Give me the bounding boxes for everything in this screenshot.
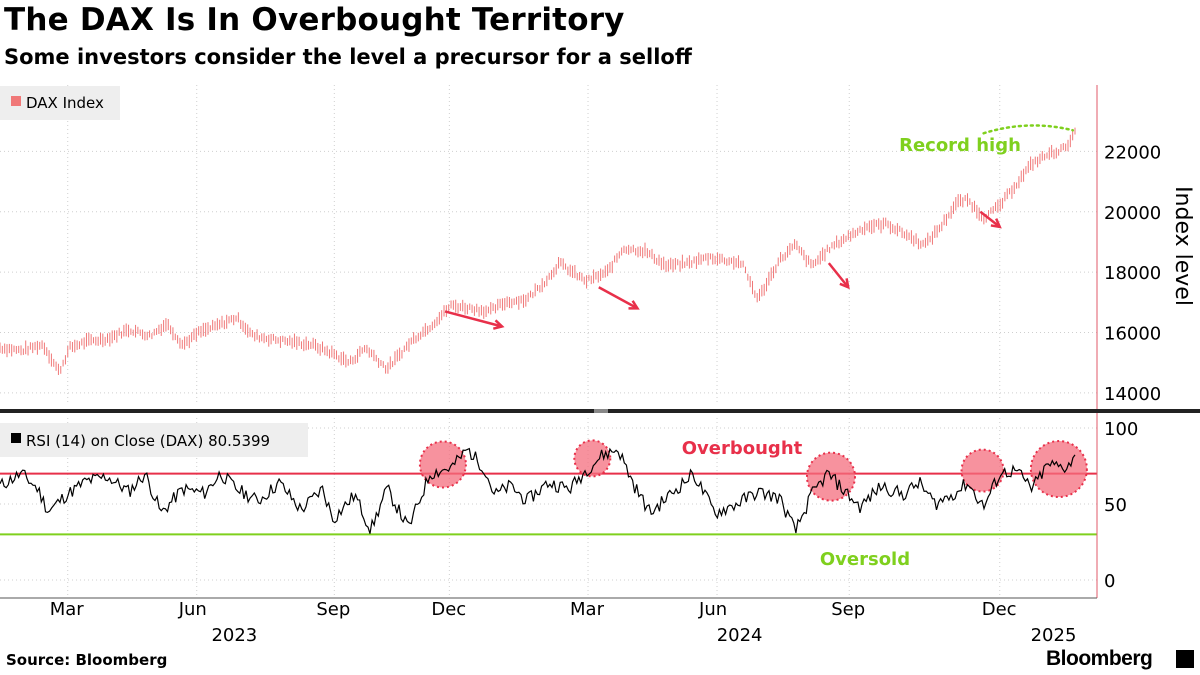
top-y-tick-20000: 20000 xyxy=(1104,203,1161,224)
overbought-circle-4 xyxy=(1029,440,1088,499)
rsi-legend-label: RSI (14) on Close (DAX) 80.5399 xyxy=(26,432,270,450)
year-label-2025: 2025 xyxy=(1031,625,1077,646)
decline-arrow-3 xyxy=(979,210,1001,228)
x-tick-6: Sep xyxy=(831,599,865,620)
chart-subtitle: Some investors consider the level a prec… xyxy=(4,45,692,69)
decline-arrow-1 xyxy=(598,286,639,310)
decline-arrow-0 xyxy=(444,310,503,328)
overbought-circle-1 xyxy=(573,439,612,478)
x-tick-7: Dec xyxy=(982,599,1017,620)
price-legend-swatch xyxy=(11,96,21,106)
decline-arrowhead-2 xyxy=(839,278,850,290)
brand-logo-text: Bloomberg xyxy=(1046,647,1153,670)
bloomberg-terminal-icon xyxy=(1176,650,1194,668)
year-labels: 2023 2024 2025 xyxy=(211,625,1076,646)
x-tick-5: Jun xyxy=(698,599,727,620)
bottom-y-tick-labels: 0 50 100 xyxy=(1104,419,1138,592)
bottom-y-tick-0: 0 xyxy=(1104,571,1115,592)
source-note: Source: Bloomberg xyxy=(6,651,168,669)
x-tick-1: Jun xyxy=(178,599,207,620)
x-tick-0: Mar xyxy=(50,599,85,620)
year-label-2023: 2023 xyxy=(211,625,257,646)
decline-arrowhead-1 xyxy=(628,300,640,310)
top-gridlines xyxy=(0,85,1097,405)
bottom-gridlines xyxy=(0,418,1097,598)
x-tick-3: Dec xyxy=(431,599,466,620)
record-high-label: Record high xyxy=(899,135,1021,156)
panel-resize-handle[interactable] xyxy=(594,409,608,413)
overbought-circle-0 xyxy=(418,440,467,489)
bottom-y-tick-100: 100 xyxy=(1104,419,1138,440)
oversold-label: Oversold xyxy=(820,549,910,570)
decline-arrowhead-0 xyxy=(492,319,505,330)
bottom-y-tick-50: 50 xyxy=(1104,495,1127,516)
price-legend[interactable]: DAX Index xyxy=(0,86,120,120)
record-high-arc xyxy=(982,124,1075,135)
top-y-tick-16000: 16000 xyxy=(1104,324,1161,345)
top-y-tick-14000: 14000 xyxy=(1104,384,1161,405)
dax-price-series xyxy=(0,127,1076,375)
x-tick-4: Mar xyxy=(570,599,605,620)
x-tick-2: Sep xyxy=(316,599,350,620)
top-y-tick-22000: 22000 xyxy=(1104,142,1161,163)
rsi-series-line xyxy=(0,447,1076,534)
top-y-tick-labels: 14000 16000 18000 20000 22000 xyxy=(1104,142,1161,405)
year-label-2024: 2024 xyxy=(717,625,763,646)
decline-arrows xyxy=(444,210,1002,330)
rsi-legend-swatch xyxy=(11,433,21,443)
top-y-tick-18000: 18000 xyxy=(1104,263,1161,284)
y-axis-label: Index level xyxy=(1170,186,1195,306)
overbought-label: Overbought xyxy=(682,438,803,459)
decline-arrow-2 xyxy=(827,262,850,289)
x-tick-labels: Mar Jun Sep Dec Mar Jun Sep Dec xyxy=(50,599,1017,620)
decline-arrowhead-3 xyxy=(990,218,1002,229)
rsi-legend[interactable]: RSI (14) on Close (DAX) 80.5399 xyxy=(0,423,308,457)
price-legend-label: DAX Index xyxy=(26,94,104,112)
chart-title: The DAX Is In Overbought Territory xyxy=(4,2,625,38)
